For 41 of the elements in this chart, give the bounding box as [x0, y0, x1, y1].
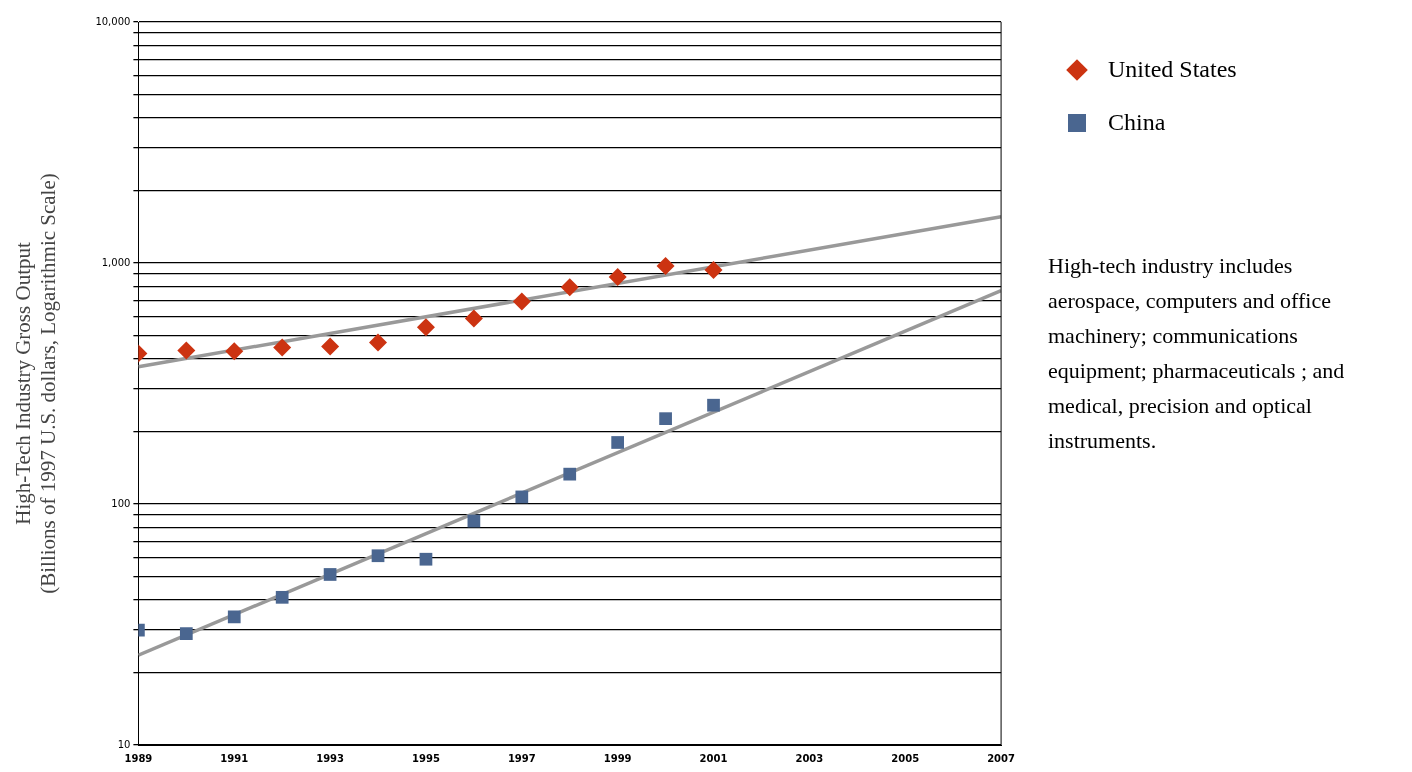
- x-tick-label: 2001: [699, 752, 728, 764]
- point: [464, 309, 483, 328]
- legend-label: United States: [1108, 56, 1237, 83]
- y-axis-title: High-Tech Industry Gross Output (Billions of 1997 U.S. dollars, Logarithmic Scale): [11, 173, 61, 594]
- point: [707, 398, 720, 412]
- point: [227, 610, 241, 624]
- point: [275, 590, 289, 604]
- point: [419, 552, 433, 566]
- point: [659, 412, 672, 426]
- point: [656, 257, 675, 276]
- y-tick-label: 10: [117, 738, 131, 750]
- point: [515, 490, 529, 504]
- legend-label: China: [1108, 109, 1166, 136]
- point: [273, 338, 292, 357]
- point: [323, 568, 337, 581]
- y-tick-label: 10,000: [95, 15, 131, 27]
- x-tick-label: 1991: [220, 752, 249, 764]
- point: [321, 337, 340, 356]
- point: [704, 261, 723, 280]
- point: [608, 267, 627, 286]
- point: [563, 467, 577, 481]
- point: [177, 341, 196, 360]
- x-tick-label: 1999: [603, 752, 632, 764]
- point: [369, 333, 388, 352]
- point: [416, 318, 435, 337]
- x-tick-label: 2005: [891, 752, 920, 764]
- x-tick-label: 1995: [412, 752, 440, 764]
- point: [225, 342, 244, 361]
- x-tick-label: 2003: [795, 752, 824, 764]
- x-tick-label: 1993: [316, 752, 345, 764]
- point: [371, 549, 385, 563]
- x-tick-label: 1989: [124, 752, 153, 764]
- y-tick-label: 1,000: [101, 256, 131, 268]
- text: High-tech industry includes aerospace, computers and office machinery; communications equipment; pharmaceuticals ; and medical, precision and optical instruments.: [1048, 252, 1346, 455]
- point: [611, 436, 625, 449]
- y-tick-label: 100: [111, 497, 131, 509]
- point: [512, 292, 531, 311]
- point: [560, 278, 579, 297]
- x-tick-label: 2007: [987, 752, 1016, 764]
- x-tick-label: 1997: [507, 752, 536, 764]
- point: [179, 627, 193, 640]
